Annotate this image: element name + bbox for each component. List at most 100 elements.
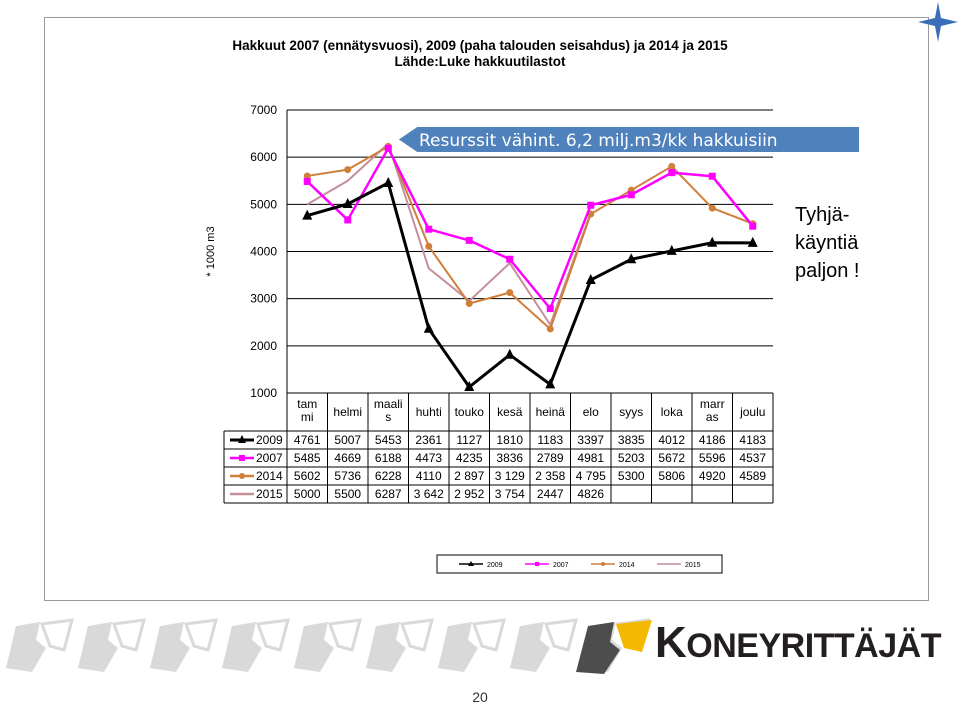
data-point-2007 — [668, 169, 676, 177]
table-cell: 6188 — [375, 451, 402, 465]
data-point-2014 — [344, 166, 352, 174]
legend-label: 2007 — [553, 562, 569, 569]
y-tick-label: 6000 — [250, 150, 277, 164]
chart-frame — [44, 17, 929, 601]
data-point-2014 — [303, 172, 311, 180]
data-point-2007 — [384, 144, 392, 152]
tread-mark — [366, 622, 406, 672]
table-cell: 4669 — [334, 451, 361, 465]
table-cell: 5596 — [699, 451, 726, 465]
table-cell: 1810 — [496, 433, 523, 447]
logo-mark-yellow — [616, 620, 652, 652]
table-cell: 6287 — [375, 487, 402, 501]
table-cell: 5453 — [375, 433, 402, 447]
data-point-2014 — [425, 242, 433, 250]
logo-mark-dark — [576, 622, 620, 674]
category-label: helmi — [333, 405, 362, 419]
table-cell: 4761 — [294, 433, 321, 447]
data-point-2007 — [344, 216, 352, 224]
legend-marker — [468, 561, 474, 566]
table-cell: 5485 — [294, 451, 321, 465]
data-point-2009 — [585, 273, 596, 284]
tread-mark — [6, 622, 46, 672]
legend-label: 2015 — [685, 562, 701, 569]
callout-banner — [395, 125, 861, 154]
y-axis-label: * 1000 m3 — [205, 226, 217, 276]
data-point-2009 — [302, 209, 313, 220]
data-point-2007 — [708, 172, 716, 180]
legend-label: 2009 — [487, 562, 503, 569]
table-cell: 2 358 — [535, 469, 565, 483]
table-cell: 4183 — [739, 433, 766, 447]
series-line-2009 — [306, 181, 753, 389]
data-point-2007 — [627, 191, 635, 199]
series-name: 2014 — [256, 469, 283, 483]
tread-mark — [255, 618, 291, 652]
data-point-2009 — [545, 378, 556, 389]
table-cell: 4473 — [415, 451, 442, 465]
legend-key-marker — [238, 435, 246, 443]
table-cell: 4235 — [456, 451, 483, 465]
data-point-2009 — [383, 176, 394, 187]
table-cell: 3 754 — [495, 487, 525, 501]
data-point-2009 — [747, 236, 758, 247]
data-point-2014 — [546, 325, 554, 333]
series-name: 2009 — [256, 433, 283, 447]
table-cell: 2361 — [415, 433, 442, 447]
tread-mark — [39, 618, 75, 652]
table-cell: 5806 — [658, 469, 685, 483]
tread-mark — [327, 618, 363, 652]
category-label: elo — [583, 405, 599, 419]
callout-text: Resurssit vähint. 6,2 milj.m3/kk hakkuis… — [419, 131, 778, 151]
category-label: as — [706, 410, 719, 424]
category-label: tam — [297, 397, 317, 411]
data-point-2014 — [465, 300, 473, 308]
category-label: joulu — [739, 405, 765, 419]
series-name: 2015 — [256, 487, 283, 501]
table-cell: 3 129 — [495, 469, 525, 483]
y-tick-label: 7000 — [250, 103, 277, 117]
series-name: 2007 — [256, 451, 283, 465]
series-line-2007 — [306, 147, 754, 310]
data-point-2007 — [465, 236, 473, 244]
title-line-1: Hakkuut 2007 (ennätysvuosi), 2009 (paha … — [232, 38, 728, 53]
legend-label: 2014 — [619, 562, 635, 569]
tread-mark — [399, 618, 435, 652]
series-line-2015 — [306, 142, 592, 326]
tread-mark — [183, 618, 219, 652]
table-cell: 5300 — [618, 469, 645, 483]
data-point-2009 — [504, 348, 515, 359]
data-point-2009 — [707, 236, 718, 247]
data-point-2007 — [303, 177, 311, 185]
category-label: touko — [455, 405, 485, 419]
title-line-2: Lähde:Luke hakkuutilastot — [394, 54, 566, 69]
category-label: marr — [700, 397, 725, 411]
tread-mark — [510, 622, 550, 672]
tread-mark — [150, 622, 190, 672]
data-point-2009 — [423, 322, 434, 333]
legend-marker — [535, 562, 539, 566]
table-cell: 5672 — [658, 451, 685, 465]
table-cell: 1127 — [456, 433, 482, 447]
table-cell: 5000 — [294, 487, 321, 501]
data-point-2009 — [626, 253, 637, 264]
data-point-2009 — [666, 244, 677, 255]
page-number: 20 — [472, 689, 488, 705]
logo-rest: ONEYRITTÄJÄT — [686, 627, 941, 665]
tread-mark — [78, 622, 118, 672]
data-point-2014 — [708, 204, 716, 212]
category-label: mi — [301, 410, 314, 424]
table-cell: 2789 — [537, 451, 564, 465]
table-cell: 5500 — [334, 487, 361, 501]
y-tick-label: 4000 — [250, 245, 277, 259]
y-tick-label: 5000 — [250, 197, 277, 211]
table-cell: 4826 — [577, 487, 604, 501]
table-cell: 3397 — [577, 433, 604, 447]
data-point-2007 — [587, 201, 595, 209]
y-tick-label: 2000 — [250, 339, 277, 353]
table-cell: 3 642 — [414, 487, 444, 501]
data-point-2007 — [749, 222, 757, 230]
table-cell: 4537 — [739, 451, 766, 465]
table-cell: 5203 — [618, 451, 645, 465]
table-cell: 2447 — [537, 487, 564, 501]
